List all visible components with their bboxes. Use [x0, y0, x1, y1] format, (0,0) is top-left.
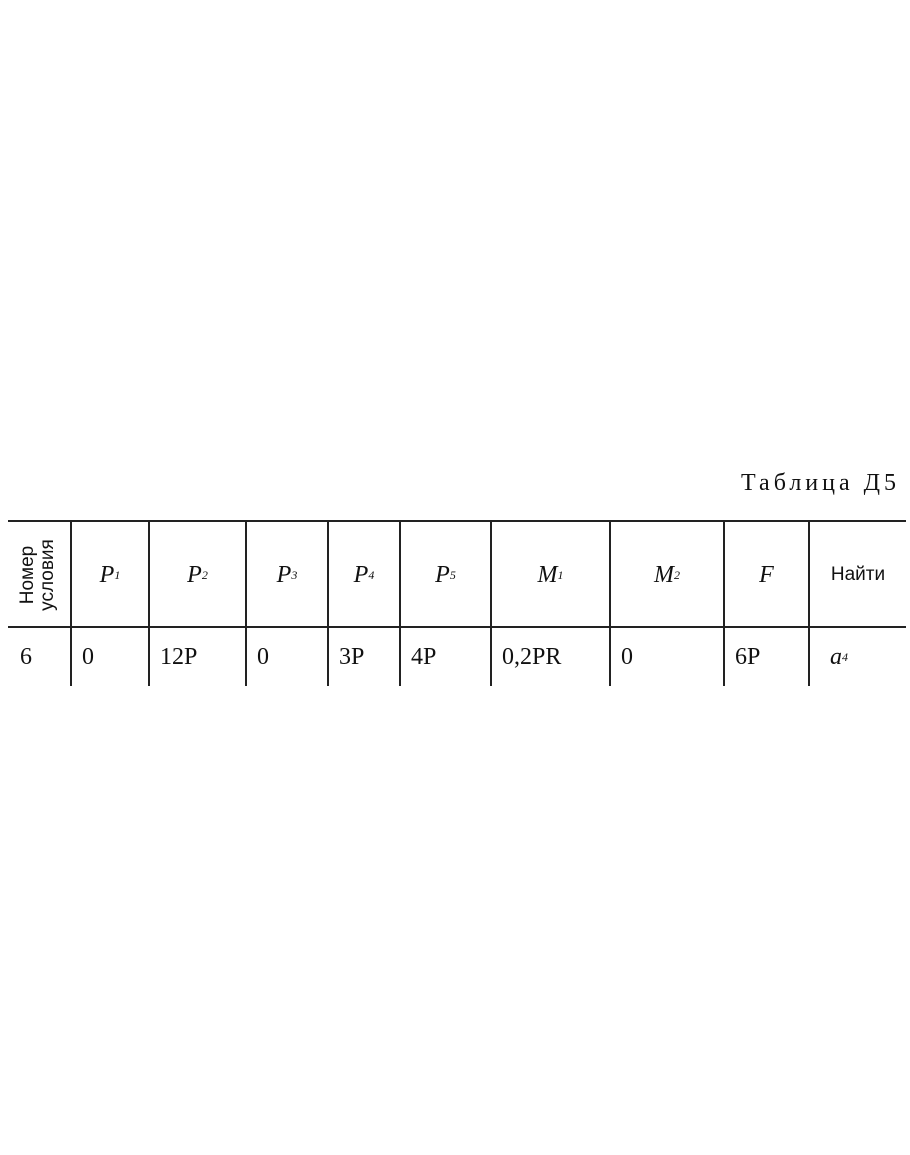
cell-value: 12P	[160, 643, 198, 670]
table-cell: 6P	[725, 628, 808, 686]
table-cell: 0	[247, 628, 327, 686]
header-label: Найти	[830, 564, 886, 585]
column-divider	[723, 522, 725, 686]
header-symbol: M	[537, 561, 558, 588]
header-subscript: 2	[674, 567, 680, 582]
column-divider	[609, 522, 611, 686]
column-divider	[327, 522, 329, 686]
header-rule	[8, 626, 906, 628]
header-subscript: 5	[449, 567, 456, 582]
cell-value: 6	[20, 643, 32, 670]
header-symbol: P	[187, 561, 202, 588]
cell-value: 6P	[735, 643, 761, 670]
header-label: условия	[37, 539, 58, 611]
column-divider	[399, 522, 401, 686]
cell-value: a	[830, 643, 842, 670]
header-symbol: P	[99, 561, 115, 588]
column-divider	[70, 522, 72, 686]
table-cell: 0	[611, 628, 723, 686]
header-subscript: 1	[557, 567, 564, 582]
header-condition-number: Номер условия	[8, 524, 68, 626]
column-divider	[148, 522, 150, 686]
header-find: Найти	[810, 524, 906, 626]
header-symbol: P	[353, 561, 369, 588]
cell-value: 3P	[339, 643, 365, 670]
cell-value: 0	[257, 643, 269, 670]
table-title: Таблица Д5	[740, 470, 900, 496]
table-top-rule	[8, 520, 906, 522]
header-cell: F	[725, 524, 808, 626]
row-number: 6	[10, 628, 70, 686]
column-divider	[490, 522, 492, 686]
header-symbol: P	[276, 561, 292, 588]
data-table: Номер условия P 1 P 2 P 3 P 4 P 5 M 1 M 2 F Найти 6 0 12P 0 3…	[8, 520, 906, 686]
header-subscript: 1	[114, 567, 121, 582]
table-cell: 3P	[329, 628, 399, 686]
table-cell: 0,2PR	[492, 628, 609, 686]
column-divider	[808, 522, 810, 686]
table-cell: 0	[72, 628, 148, 686]
header-label: Номер	[17, 545, 38, 605]
header-symbol: P	[435, 561, 450, 588]
header-symbol: M	[654, 561, 674, 588]
header-symbol: F	[759, 561, 774, 588]
header-subscript: 4	[368, 567, 375, 582]
cell-value: 0	[82, 643, 94, 670]
table-cell: 12P	[150, 628, 245, 686]
cell-value: 0	[621, 643, 633, 670]
cell-value: 0,2PR	[502, 643, 562, 670]
table-cell: 4P	[401, 628, 490, 686]
cell-subscript: 4	[842, 649, 848, 664]
column-divider	[245, 522, 247, 686]
header-subscript: 3	[291, 567, 298, 582]
header-subscript: 2	[201, 567, 208, 582]
cell-value: 4P	[411, 643, 437, 670]
